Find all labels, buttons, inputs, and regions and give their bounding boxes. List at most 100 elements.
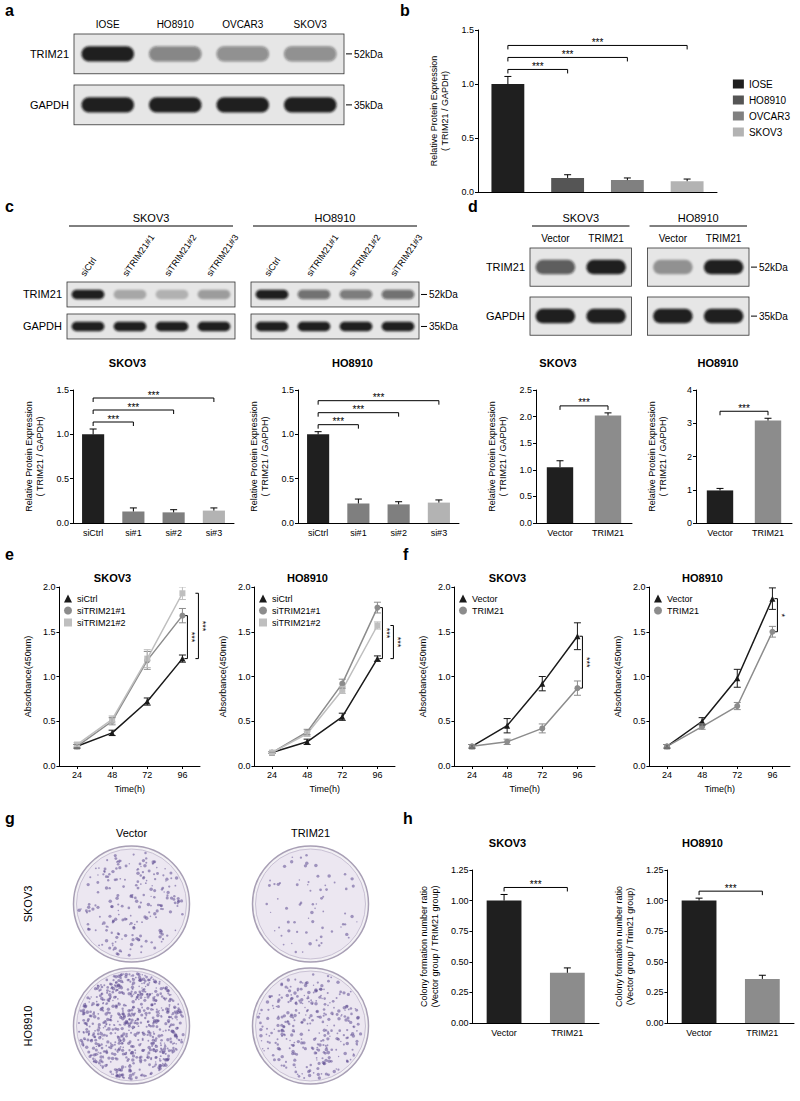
svg-text:1.0: 1.0 <box>281 429 294 439</box>
svg-text:siTRIM21#3: siTRIM21#3 <box>204 233 240 278</box>
svg-text:***: *** <box>530 879 542 890</box>
svg-text:HO8910: HO8910 <box>315 212 356 224</box>
svg-text:Vector: Vector <box>667 594 693 604</box>
svg-text:Vector: Vector <box>659 233 688 244</box>
svg-text:1.0: 1.0 <box>438 672 451 682</box>
svg-text:2.0: 2.0 <box>633 582 646 592</box>
svg-text:0.0: 0.0 <box>43 761 56 771</box>
svg-text:72: 72 <box>337 770 347 780</box>
svg-text:0.5: 0.5 <box>519 491 532 501</box>
svg-text:SKOV3: SKOV3 <box>539 357 576 369</box>
svg-text:1.00: 1.00 <box>646 896 664 906</box>
svg-text:TRIM21: TRIM21 <box>592 528 624 538</box>
svg-text:siTRIM21#1: siTRIM21#1 <box>77 606 126 616</box>
svg-text:(Vector group / TRIM21 group): (Vector group / TRIM21 group) <box>430 886 440 1008</box>
svg-text:Time(h): Time(h) <box>704 784 735 794</box>
svg-text:***: *** <box>353 404 365 415</box>
svg-text:SKOV3: SKOV3 <box>562 212 599 224</box>
svg-text:OVCAR3: OVCAR3 <box>222 19 264 30</box>
svg-text:siTRIM21#3: siTRIM21#3 <box>388 233 424 278</box>
svg-text:( TRIM21 / GAPDH): ( TRIM21 / GAPDH) <box>658 417 668 497</box>
svg-text:0.75: 0.75 <box>451 926 469 936</box>
svg-text:Relative Protein Expression: Relative Protein Expression <box>24 401 34 512</box>
svg-text:1.5: 1.5 <box>519 438 532 448</box>
svg-text:Vector: Vector <box>547 528 573 538</box>
svg-text:Absorbance(450nm): Absorbance(450nm) <box>418 636 428 718</box>
svg-text:Relative Protein Expression: Relative Protein Expression <box>647 401 657 512</box>
svg-text:si#3: si#3 <box>431 528 448 538</box>
svg-text:GAPDH: GAPDH <box>23 320 62 332</box>
svg-text:TRIM21: TRIM21 <box>486 261 525 273</box>
svg-text:*: * <box>777 613 787 617</box>
svg-text:0.00: 0.00 <box>646 1018 664 1028</box>
svg-text:Colony formation number ratio: Colony formation number ratio <box>614 886 624 1007</box>
svg-text:Time(h): Time(h) <box>114 784 145 794</box>
svg-text:SKOV3: SKOV3 <box>109 357 146 369</box>
svg-text:***: *** <box>382 628 392 639</box>
svg-text:***: *** <box>373 392 385 403</box>
svg-text:SKOV3: SKOV3 <box>489 837 526 849</box>
svg-text:siCtrl: siCtrl <box>83 528 104 538</box>
svg-text:0.5: 0.5 <box>461 133 474 143</box>
svg-text:2.5: 2.5 <box>519 385 532 395</box>
svg-text:HO8910: HO8910 <box>157 19 195 30</box>
svg-text:Relative Protein Expression: Relative Protein Expression <box>487 401 497 512</box>
svg-text:1.5: 1.5 <box>461 25 474 35</box>
svg-text:TRIM21: TRIM21 <box>588 233 624 244</box>
svg-text:***: *** <box>148 390 160 401</box>
svg-text:( TRIM21 / GAPDH): ( TRIM21 / GAPDH) <box>260 417 270 497</box>
svg-text:( TRIM21 / GAPDH): ( TRIM21 / GAPDH) <box>498 417 508 497</box>
svg-text:1.25: 1.25 <box>646 865 664 875</box>
svg-text:0.0: 0.0 <box>519 518 532 528</box>
svg-text:***: *** <box>582 657 592 668</box>
svg-text:HO8910: HO8910 <box>332 357 373 369</box>
svg-text:1.00: 1.00 <box>451 896 469 906</box>
svg-text:Absorbance(450nm): Absorbance(450nm) <box>23 636 33 718</box>
svg-text:0.50: 0.50 <box>646 957 664 967</box>
svg-text:***: *** <box>578 397 590 408</box>
svg-text:TRIM21: TRIM21 <box>706 233 742 244</box>
svg-text:siCtrl: siCtrl <box>272 594 293 604</box>
svg-text:1.0: 1.0 <box>633 672 646 682</box>
svg-text:***: *** <box>725 883 737 894</box>
svg-text:1.0: 1.0 <box>56 429 69 439</box>
svg-text:***: *** <box>393 637 403 648</box>
svg-text:0.75: 0.75 <box>646 926 664 936</box>
svg-text:96: 96 <box>177 770 187 780</box>
svg-text:siTRIM21#2: siTRIM21#2 <box>272 618 321 628</box>
svg-text:2.0: 2.0 <box>43 582 56 592</box>
svg-text:***: *** <box>738 403 750 414</box>
svg-text:48: 48 <box>502 770 512 780</box>
svg-text:***: *** <box>128 402 140 413</box>
svg-text:Colony formation number ratio: Colony formation number ratio <box>419 886 429 1007</box>
svg-text:SKOV3: SKOV3 <box>749 127 783 138</box>
svg-text:IOSE: IOSE <box>749 79 773 90</box>
svg-text:si#1: si#1 <box>350 528 367 538</box>
svg-text:siCtrl: siCtrl <box>78 256 98 279</box>
svg-text:Vector: Vector <box>491 1028 517 1038</box>
svg-text:Vector: Vector <box>472 594 498 604</box>
svg-text:***: *** <box>532 61 544 72</box>
svg-text:HO8910: HO8910 <box>682 837 723 849</box>
svg-text:SKOV3: SKOV3 <box>133 212 170 224</box>
svg-text:48: 48 <box>697 770 707 780</box>
svg-text:2: 2 <box>687 452 692 462</box>
svg-text:1.5: 1.5 <box>238 627 251 637</box>
svg-text:Absorbance(450nm): Absorbance(450nm) <box>613 636 623 718</box>
svg-text:48: 48 <box>302 770 312 780</box>
svg-text:96: 96 <box>372 770 382 780</box>
svg-text:TRIM21: TRIM21 <box>30 48 69 60</box>
svg-text:***: *** <box>592 37 604 48</box>
svg-text:52kDa: 52kDa <box>429 289 458 300</box>
svg-text:si#1: si#1 <box>125 528 142 538</box>
svg-text:SKOV3: SKOV3 <box>94 572 131 584</box>
svg-text:0.5: 0.5 <box>56 474 69 484</box>
svg-text:35kDa: 35kDa <box>429 321 458 332</box>
svg-text:SKOV3: SKOV3 <box>489 572 526 584</box>
svg-text:24: 24 <box>72 770 82 780</box>
svg-text:2.0: 2.0 <box>238 582 251 592</box>
svg-text:siCtrl: siCtrl <box>308 528 329 538</box>
svg-text:Vector: Vector <box>116 827 148 839</box>
svg-text:***: *** <box>187 632 197 643</box>
svg-text:1.5: 1.5 <box>438 627 451 637</box>
